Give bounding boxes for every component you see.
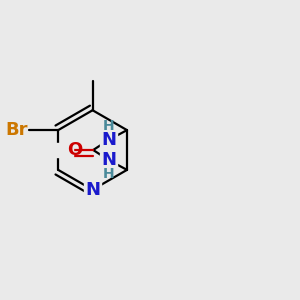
Text: N: N [101, 151, 116, 169]
Text: Br: Br [6, 121, 28, 139]
Text: H: H [103, 167, 115, 181]
Bar [55, 142, 73, 158]
Bar [84, 182, 101, 197]
Bar [100, 133, 117, 147]
Text: N: N [85, 181, 100, 199]
Text: H: H [103, 119, 115, 133]
Text: N: N [101, 131, 116, 149]
Bar [100, 153, 117, 167]
Text: O: O [67, 141, 83, 159]
